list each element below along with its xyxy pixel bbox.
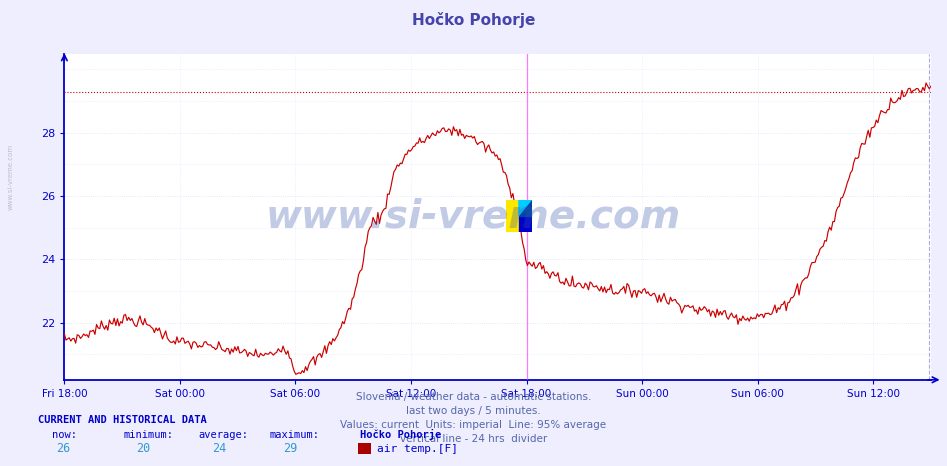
Text: average:: average:	[199, 430, 249, 440]
Text: 20: 20	[136, 442, 151, 455]
Text: CURRENT AND HISTORICAL DATA: CURRENT AND HISTORICAL DATA	[38, 416, 206, 425]
Polygon shape	[519, 200, 532, 216]
Text: last two days / 5 minutes.: last two days / 5 minutes.	[406, 406, 541, 416]
Text: Slovenia / weather data - automatic stations.: Slovenia / weather data - automatic stat…	[356, 392, 591, 402]
Text: vertical line - 24 hrs  divider: vertical line - 24 hrs divider	[400, 434, 547, 444]
Bar	[506, 200, 519, 233]
Text: air temp.[F]: air temp.[F]	[377, 444, 458, 454]
Text: www.si-vreme.com: www.si-vreme.com	[8, 144, 13, 210]
Text: Hočko Pohorje: Hočko Pohorje	[412, 12, 535, 27]
Text: 29: 29	[283, 442, 297, 455]
Text: 24: 24	[212, 442, 226, 455]
Text: Hočko Pohorje: Hočko Pohorje	[360, 429, 441, 440]
Bar	[519, 216, 532, 233]
Text: now:: now:	[52, 430, 77, 440]
Text: www.si-vreme.com: www.si-vreme.com	[266, 198, 681, 236]
Text: 26: 26	[56, 442, 70, 455]
Polygon shape	[519, 200, 532, 216]
Text: minimum:: minimum:	[123, 430, 173, 440]
Text: Values: current  Units: imperial  Line: 95% average: Values: current Units: imperial Line: 95…	[340, 420, 607, 430]
Text: maximum:: maximum:	[270, 430, 320, 440]
